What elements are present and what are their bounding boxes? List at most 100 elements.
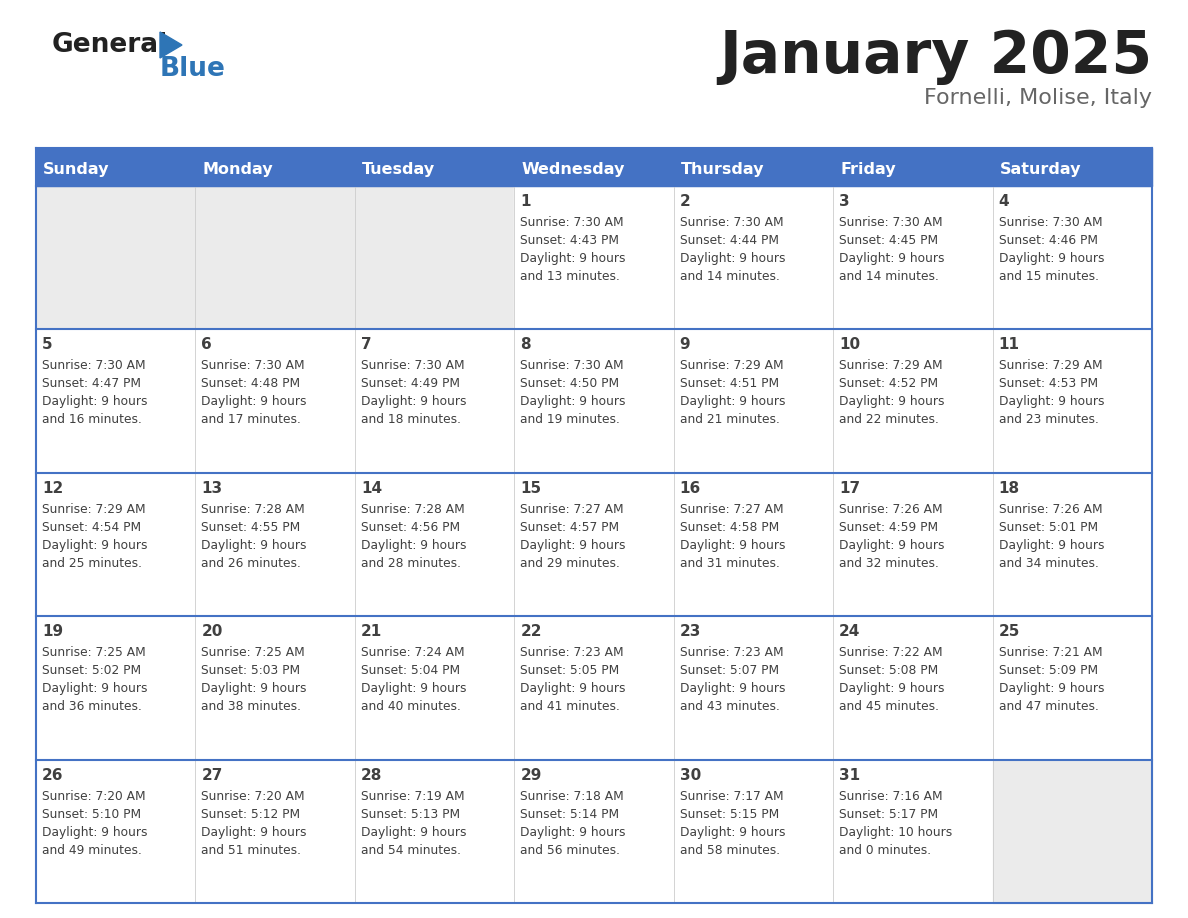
Text: Sunrise: 7:30 AM: Sunrise: 7:30 AM: [520, 216, 624, 229]
Bar: [36, 148, 1152, 186]
Text: Sunset: 5:09 PM: Sunset: 5:09 PM: [999, 665, 1098, 677]
Text: Sunrise: 7:20 AM: Sunrise: 7:20 AM: [42, 789, 146, 802]
Text: and 31 minutes.: and 31 minutes.: [680, 557, 779, 570]
Text: Sunset: 4:55 PM: Sunset: 4:55 PM: [202, 521, 301, 533]
Text: Daylight: 9 hours: Daylight: 9 hours: [999, 539, 1104, 552]
Text: Sunset: 5:02 PM: Sunset: 5:02 PM: [42, 665, 141, 677]
Text: and 0 minutes.: and 0 minutes.: [839, 844, 931, 856]
Text: Daylight: 9 hours: Daylight: 9 hours: [839, 682, 944, 695]
Text: Sunrise: 7:27 AM: Sunrise: 7:27 AM: [520, 503, 624, 516]
Text: 7: 7: [361, 338, 372, 353]
Bar: [196, 330, 355, 473]
Text: 20: 20: [202, 624, 223, 639]
Text: 21: 21: [361, 624, 383, 639]
Text: 2: 2: [680, 194, 690, 209]
Text: Sunset: 5:14 PM: Sunset: 5:14 PM: [520, 808, 619, 821]
Text: Sunrise: 7:25 AM: Sunrise: 7:25 AM: [202, 646, 305, 659]
Bar: [36, 616, 196, 759]
Text: Sunset: 5:17 PM: Sunset: 5:17 PM: [839, 808, 939, 821]
Text: Daylight: 9 hours: Daylight: 9 hours: [999, 682, 1104, 695]
Bar: [992, 616, 1152, 759]
Text: and 32 minutes.: and 32 minutes.: [839, 557, 939, 570]
Text: Daylight: 9 hours: Daylight: 9 hours: [42, 396, 147, 409]
Text: and 19 minutes.: and 19 minutes.: [520, 413, 620, 426]
Text: 23: 23: [680, 624, 701, 639]
Text: Daylight: 9 hours: Daylight: 9 hours: [202, 682, 307, 695]
Text: Sunrise: 7:30 AM: Sunrise: 7:30 AM: [520, 360, 624, 373]
Text: Sunset: 5:05 PM: Sunset: 5:05 PM: [520, 665, 619, 677]
Text: 25: 25: [999, 624, 1020, 639]
Text: Sunset: 4:50 PM: Sunset: 4:50 PM: [520, 377, 619, 390]
Text: Daylight: 9 hours: Daylight: 9 hours: [999, 252, 1104, 265]
Text: 13: 13: [202, 481, 222, 496]
Text: Sunset: 4:58 PM: Sunset: 4:58 PM: [680, 521, 779, 533]
Text: Daylight: 9 hours: Daylight: 9 hours: [839, 396, 944, 409]
Text: and 40 minutes.: and 40 minutes.: [361, 700, 461, 713]
Text: Sunrise: 7:25 AM: Sunrise: 7:25 AM: [42, 646, 146, 659]
Text: and 41 minutes.: and 41 minutes.: [520, 700, 620, 713]
Text: Daylight: 9 hours: Daylight: 9 hours: [520, 539, 626, 552]
Text: Fornelli, Molise, Italy: Fornelli, Molise, Italy: [924, 88, 1152, 108]
Text: Sunrise: 7:19 AM: Sunrise: 7:19 AM: [361, 789, 465, 802]
Text: 12: 12: [42, 481, 63, 496]
Text: and 17 minutes.: and 17 minutes.: [202, 413, 302, 426]
Text: and 14 minutes.: and 14 minutes.: [680, 270, 779, 283]
Bar: [514, 473, 674, 616]
Text: Sunset: 5:15 PM: Sunset: 5:15 PM: [680, 808, 779, 821]
Text: Sunset: 4:45 PM: Sunset: 4:45 PM: [839, 234, 939, 247]
Text: and 54 minutes.: and 54 minutes.: [361, 844, 461, 856]
Text: 24: 24: [839, 624, 860, 639]
Bar: [674, 759, 833, 903]
Text: and 43 minutes.: and 43 minutes.: [680, 700, 779, 713]
Text: January 2025: January 2025: [719, 28, 1152, 85]
Text: Sunset: 4:48 PM: Sunset: 4:48 PM: [202, 377, 301, 390]
Text: 16: 16: [680, 481, 701, 496]
Text: Daylight: 9 hours: Daylight: 9 hours: [202, 396, 307, 409]
Text: Daylight: 10 hours: Daylight: 10 hours: [839, 825, 953, 839]
Text: Sunset: 4:43 PM: Sunset: 4:43 PM: [520, 234, 619, 247]
Text: Sunset: 5:01 PM: Sunset: 5:01 PM: [999, 521, 1098, 533]
Text: Daylight: 9 hours: Daylight: 9 hours: [202, 539, 307, 552]
Text: Sunset: 4:54 PM: Sunset: 4:54 PM: [42, 521, 141, 533]
Text: Daylight: 9 hours: Daylight: 9 hours: [520, 252, 626, 265]
Text: Daylight: 9 hours: Daylight: 9 hours: [839, 539, 944, 552]
Text: Sunset: 5:13 PM: Sunset: 5:13 PM: [361, 808, 460, 821]
Bar: [36, 330, 196, 473]
Text: Sunset: 5:10 PM: Sunset: 5:10 PM: [42, 808, 141, 821]
Text: 14: 14: [361, 481, 383, 496]
Text: 30: 30: [680, 767, 701, 783]
Text: Blue: Blue: [160, 56, 226, 82]
Bar: [196, 186, 355, 330]
Text: Daylight: 9 hours: Daylight: 9 hours: [680, 825, 785, 839]
Text: 11: 11: [999, 338, 1019, 353]
Text: Sunset: 4:56 PM: Sunset: 4:56 PM: [361, 521, 460, 533]
Bar: [514, 186, 674, 330]
Text: and 45 minutes.: and 45 minutes.: [839, 700, 940, 713]
Text: Sunrise: 7:27 AM: Sunrise: 7:27 AM: [680, 503, 783, 516]
Bar: [992, 330, 1152, 473]
Bar: [514, 330, 674, 473]
Bar: [355, 759, 514, 903]
Text: Daylight: 9 hours: Daylight: 9 hours: [361, 825, 467, 839]
Text: and 23 minutes.: and 23 minutes.: [999, 413, 1099, 426]
Text: Sunrise: 7:23 AM: Sunrise: 7:23 AM: [520, 646, 624, 659]
Text: and 18 minutes.: and 18 minutes.: [361, 413, 461, 426]
Text: Sunset: 4:46 PM: Sunset: 4:46 PM: [999, 234, 1098, 247]
Text: Daylight: 9 hours: Daylight: 9 hours: [520, 682, 626, 695]
Text: Sunrise: 7:18 AM: Sunrise: 7:18 AM: [520, 789, 624, 802]
Text: Daylight: 9 hours: Daylight: 9 hours: [680, 539, 785, 552]
Text: Daylight: 9 hours: Daylight: 9 hours: [520, 825, 626, 839]
Text: and 13 minutes.: and 13 minutes.: [520, 270, 620, 283]
Text: and 22 minutes.: and 22 minutes.: [839, 413, 939, 426]
Text: 6: 6: [202, 338, 213, 353]
Bar: [674, 330, 833, 473]
Text: 28: 28: [361, 767, 383, 783]
Text: and 16 minutes.: and 16 minutes.: [42, 413, 141, 426]
Text: and 34 minutes.: and 34 minutes.: [999, 557, 1099, 570]
Bar: [674, 473, 833, 616]
Text: Daylight: 9 hours: Daylight: 9 hours: [42, 682, 147, 695]
Text: Sunset: 4:51 PM: Sunset: 4:51 PM: [680, 377, 779, 390]
Text: 19: 19: [42, 624, 63, 639]
Bar: [355, 330, 514, 473]
Text: 3: 3: [839, 194, 849, 209]
